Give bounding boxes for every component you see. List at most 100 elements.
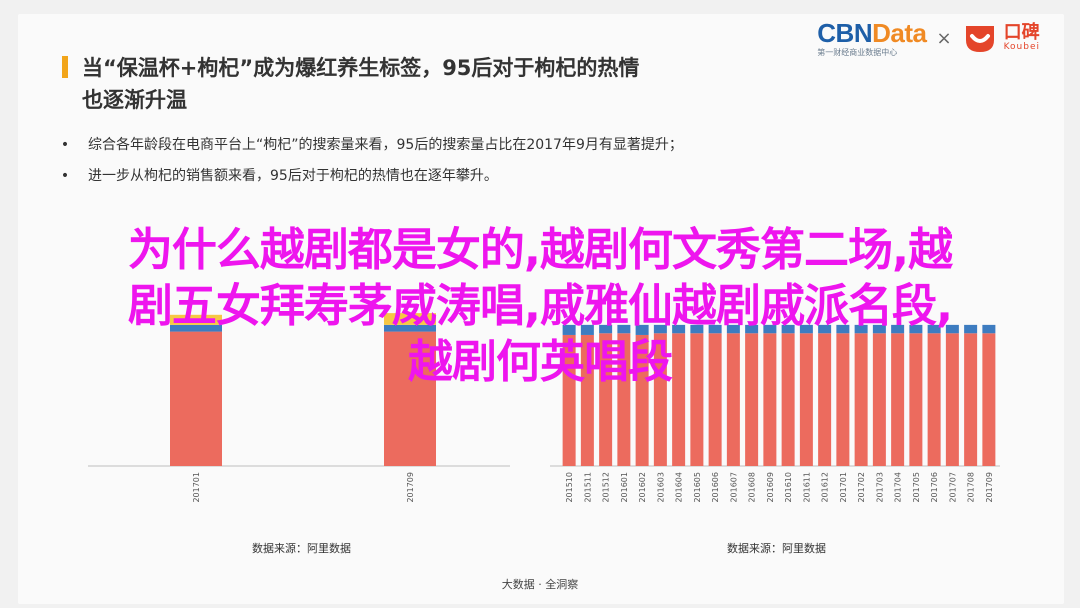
- x-tick-label: 201705: [912, 472, 921, 503]
- bar-segment: [799, 333, 813, 466]
- bar-segment: [818, 333, 832, 466]
- bar-segment: [945, 333, 959, 466]
- koubei-name: 口碑: [1003, 22, 1040, 43]
- x-tick-label: 201707: [948, 472, 957, 503]
- bar-segment: [580, 334, 594, 466]
- x-tick-label: 201608: [748, 472, 757, 503]
- bar-segment: [872, 333, 886, 466]
- cbndata-subtitle: 第一财经商业数据中心: [817, 48, 898, 57]
- title-line-1: 当“保温杯+枸杞”成为爆红养生标签，95后对于枸杞的热情: [82, 56, 640, 80]
- bullet-list: • 综合各年龄段在电商平台上“枸杞”的搜索量来看，95后的搜索量占比在2017年9…: [60, 130, 683, 192]
- bar-segment: [599, 333, 613, 466]
- bar-segment: [799, 324, 813, 334]
- chart-1: 201701 201709: [88, 313, 510, 503]
- page-title: 当“保温杯+枸杞”成为爆红养生标签，95后对于枸杞的热情 也逐渐升温: [82, 52, 782, 116]
- x-tick-label: 201701: [839, 472, 848, 503]
- bar-segment: [927, 324, 941, 334]
- x-tick-label: 201703: [875, 472, 884, 503]
- times-icon: ×: [936, 27, 952, 49]
- bar-segment: [384, 324, 436, 332]
- x-tick-label: 201511: [583, 472, 592, 503]
- bar-segment: [690, 333, 704, 466]
- bar-segment: [982, 324, 996, 334]
- overlay-line-3: 越剧何英唱段: [407, 335, 673, 388]
- x-tick-label: 201607: [729, 472, 738, 503]
- bar-segment: [964, 333, 978, 466]
- bar-segment: [599, 324, 613, 334]
- chart-1-source: 数据来源：阿里数据: [252, 542, 351, 555]
- koubei-sub: Koubei: [1003, 42, 1040, 52]
- bar-segment: [891, 333, 905, 466]
- bar-segment: [891, 324, 905, 334]
- logo-area: CBNData 第一财经商业数据中心 × 口碑 Koubei: [817, 18, 1040, 58]
- bar-segment: [781, 324, 795, 334]
- bar-segment: [726, 333, 740, 466]
- bar-segment: [982, 333, 996, 466]
- bar-segment: [836, 324, 850, 334]
- bar-segment: [617, 333, 631, 466]
- bar-segment: [580, 324, 594, 335]
- bar-segment: [854, 324, 868, 334]
- x-tick-label: 201602: [638, 472, 647, 503]
- x-tick-label: 201605: [693, 472, 702, 503]
- overlay-caption: 为什么越剧都是女的,越剧何文秀第二场,越 剧五女拜寿茅威涛唱,戚雅仙越剧戚派名段…: [0, 222, 1080, 390]
- x-tick-label: 201604: [675, 472, 684, 503]
- bar-segment: [170, 331, 222, 466]
- bullet-item: • 综合各年龄段在电商平台上“枸杞”的搜索量来看，95后的搜索量占比在2017年9…: [60, 130, 683, 161]
- koubei-smile-icon: [965, 26, 994, 52]
- overlay-line-1: 为什么越剧都是女的,越剧何文秀第二场,越: [127, 223, 953, 276]
- bullet-text: 综合各年龄段在电商平台上“枸杞”的搜索量来看，95后的搜索量占比在2017年9月…: [88, 137, 683, 153]
- x-tick-label: 201709: [406, 472, 415, 503]
- slide-panel: [18, 14, 1064, 604]
- title-accent-bar: [62, 56, 68, 78]
- x-tick-label: 201606: [711, 472, 720, 503]
- x-tick-label: 201708: [967, 472, 976, 503]
- bar-segment: [745, 324, 759, 334]
- bar-segment: [909, 333, 923, 466]
- overlay-line-2: 剧五女拜寿茅威涛唱,戚雅仙越剧戚派名段,: [127, 279, 953, 332]
- bar-segment: [384, 331, 436, 466]
- x-tick-label: 201709: [985, 472, 994, 503]
- x-tick-label: 201701: [192, 472, 201, 503]
- koubei-logo: 口碑 Koubei: [962, 20, 1040, 56]
- bullet-text: 进一步从枸杞的销售额来看，95后对于枸杞的热情也在逐年攀升。: [88, 168, 498, 184]
- x-tick-label: 201610: [784, 472, 793, 503]
- x-tick-label: 201702: [857, 472, 866, 503]
- x-tick-label: 201601: [620, 472, 629, 503]
- bar-segment: [854, 333, 868, 466]
- bar-segment: [872, 324, 886, 334]
- bar-segment: [763, 324, 777, 334]
- x-tick-label: 201704: [894, 472, 903, 503]
- x-tick-label: 201510: [565, 472, 574, 503]
- bar-segment: [964, 324, 978, 334]
- bar-segment: [726, 324, 740, 334]
- chart-2: 201510 201511 201512 201601 201602 201603 2016…: [550, 324, 1000, 503]
- x-tick-label: 201609: [766, 472, 775, 503]
- cbndata-logo: CBNData 第一财经商业数据中心: [817, 18, 927, 58]
- data-text: Data: [872, 18, 927, 48]
- cbn-text: CBN: [817, 18, 873, 48]
- bar-segment: [562, 334, 576, 466]
- bar-segment: [384, 313, 436, 325]
- chart-2-source: 数据来源：阿里数据: [727, 542, 826, 555]
- title-line-2: 也逐渐升温: [82, 88, 187, 112]
- bar-segment: [562, 324, 576, 335]
- bar-segment: [927, 333, 941, 466]
- bar-segment: [170, 324, 222, 332]
- x-tick-label: 201611: [802, 472, 811, 503]
- bar-segment: [745, 333, 759, 466]
- bar-segment: [653, 324, 667, 334]
- footer-slogan: 大数据 · 全洞察: [501, 578, 579, 591]
- bar-segment: [170, 314, 222, 325]
- bar-segment: [818, 324, 832, 334]
- x-tick-label: 201603: [656, 472, 665, 503]
- bar-segment: [945, 324, 959, 334]
- bar-segment: [617, 324, 631, 334]
- bar-segment: [708, 324, 722, 334]
- bar-segment: [635, 334, 649, 466]
- bar-segment: [781, 333, 795, 466]
- bar-segment: [635, 324, 649, 335]
- bar-segment: [763, 333, 777, 466]
